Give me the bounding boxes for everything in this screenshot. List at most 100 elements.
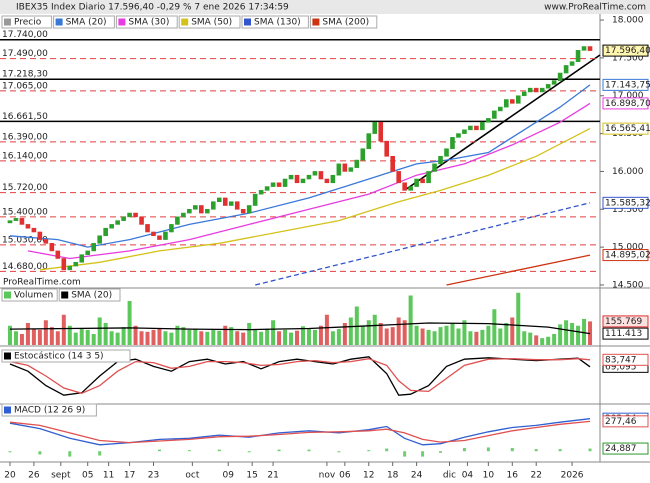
candle (581, 46, 587, 51)
volume-bar (181, 327, 186, 345)
volume-bar (576, 325, 581, 345)
legend-box (1, 349, 131, 363)
x-tick-label: 09 (223, 471, 235, 481)
volume-bar (115, 332, 120, 345)
x-tick-label: 23 (148, 471, 159, 481)
volume-bar (163, 331, 168, 345)
value-box (602, 327, 649, 340)
volume-bar (43, 320, 48, 345)
x-tick-label: 11 (103, 471, 114, 481)
candle (85, 250, 91, 255)
y-tick-label: 15.500 (612, 205, 644, 215)
legend-box (1, 403, 97, 417)
candle (169, 224, 174, 233)
sma-line (27, 102, 591, 260)
candle (474, 125, 479, 131)
candle (193, 205, 198, 210)
volume-bar (271, 320, 276, 345)
volume-bar (37, 329, 42, 345)
volume-bar (91, 334, 96, 345)
volume-bar (193, 328, 198, 345)
volume-bar (145, 331, 150, 345)
volume-bar (175, 325, 180, 345)
candle (67, 265, 73, 271)
value-box-label: 17.143,75 (605, 80, 650, 90)
level-label: 17.065,00 (2, 81, 48, 91)
candle (492, 110, 497, 119)
candle (205, 208, 210, 214)
candle (252, 193, 258, 206)
value-box (602, 122, 649, 135)
volume-bar (546, 336, 551, 345)
candle (390, 155, 395, 172)
x-tick-label: 18 (387, 471, 399, 481)
x-tick-label: sept (51, 471, 71, 481)
candle (306, 174, 312, 180)
histogram-bar (588, 448, 592, 452)
candle (312, 171, 318, 176)
candle (318, 171, 324, 180)
value-box (602, 315, 649, 328)
volume-bar (408, 295, 413, 345)
volume-bar (570, 323, 575, 345)
volume-bar (402, 320, 407, 345)
candle (73, 261, 79, 267)
x-tick-label: dic (443, 471, 456, 481)
sma-line (9, 84, 591, 248)
candle (121, 216, 126, 221)
legend-label: Precio (14, 18, 42, 28)
histogram-bar (68, 451, 72, 457)
volume-bar (456, 328, 461, 345)
candle (210, 201, 216, 210)
x-tick-label: 22 (530, 471, 541, 481)
chart-title: IBEX35 Index Diario 17.596,40 -0,29 % 7 … (16, 3, 289, 13)
volume-bar (426, 329, 431, 345)
value-box-label: 14.895,02 (605, 251, 650, 261)
volume-bar (450, 323, 455, 345)
volume-bar (121, 327, 126, 345)
volume-bar (582, 318, 587, 345)
volume-bar (360, 325, 365, 345)
candle (438, 155, 443, 165)
volume-bar (534, 335, 539, 345)
legend-label: SMA (130) (254, 18, 301, 28)
volume-bar (169, 332, 174, 345)
candle (557, 72, 563, 81)
volume-bar (103, 323, 108, 345)
x-tick-label: 21 (267, 471, 278, 481)
volume-bar (109, 331, 114, 345)
candle (288, 174, 294, 180)
candle (151, 231, 156, 237)
candle (336, 163, 342, 176)
y-tick-label: 16.000 (612, 167, 644, 177)
indicator-line (9, 358, 591, 394)
volume-bar (522, 331, 527, 345)
volume-bar (85, 329, 90, 345)
level-label: 17.490,00 (2, 49, 48, 59)
value-box (602, 249, 649, 262)
histogram-bar (277, 449, 281, 452)
candle (509, 99, 515, 104)
legend-box (309, 15, 378, 29)
candle (527, 87, 533, 93)
legend-swatch (4, 18, 11, 26)
x-tick-label: 05 (82, 471, 93, 481)
candle (426, 171, 431, 184)
volume-bar (366, 320, 371, 345)
candle (91, 243, 96, 252)
volume-bar (312, 329, 317, 345)
histogram-bar (385, 448, 389, 452)
candle (157, 235, 162, 240)
volume-bar (247, 323, 252, 345)
legend-box (178, 15, 241, 29)
value-box (602, 78, 649, 91)
volume-bar (306, 328, 311, 345)
histogram-bar (510, 448, 514, 452)
volume-bar (318, 325, 323, 345)
volume-bar (127, 301, 132, 345)
candle (330, 174, 336, 184)
candle (139, 216, 144, 225)
volume-bar (564, 320, 569, 345)
level-label: 15.030,00 (2, 235, 48, 245)
candle (402, 182, 407, 191)
